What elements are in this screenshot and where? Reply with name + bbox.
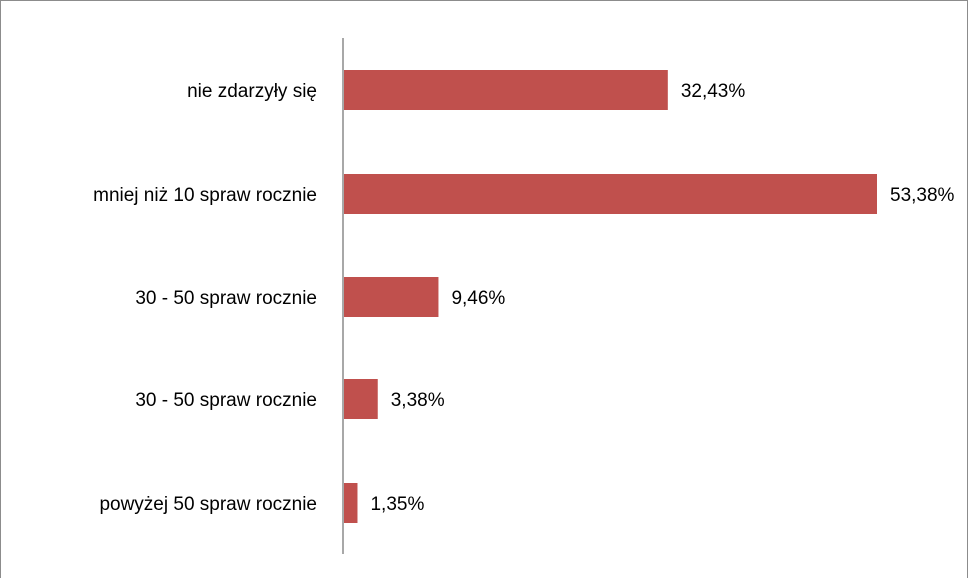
value-label-1: 32,43% bbox=[681, 81, 746, 102]
bar-3 bbox=[344, 277, 439, 317]
category-label-2: mniej niż 10 spraw rocznie bbox=[93, 185, 317, 206]
bars-layer bbox=[344, 70, 877, 523]
bar-5 bbox=[344, 483, 358, 523]
category-label-1: nie zdarzyły się bbox=[187, 81, 317, 102]
category-label-4: 30 - 50 spraw rocznie bbox=[135, 390, 317, 411]
value-label-4: 3,38% bbox=[391, 390, 445, 411]
value-label-2: 53,38% bbox=[890, 185, 955, 206]
bar-4 bbox=[344, 379, 378, 419]
bar-1 bbox=[344, 70, 668, 110]
category-label-5: powyżej 50 spraw rocznie bbox=[99, 494, 317, 515]
bar-2 bbox=[344, 174, 877, 214]
value-label-5: 1,35% bbox=[370, 494, 424, 515]
value-label-3: 9,46% bbox=[451, 288, 505, 309]
labels-layer: nie zdarzyły się 32,43% mniej niż 10 spraw… bbox=[93, 81, 954, 515]
category-label-3: 30 - 50 spraw rocznie bbox=[135, 288, 317, 309]
